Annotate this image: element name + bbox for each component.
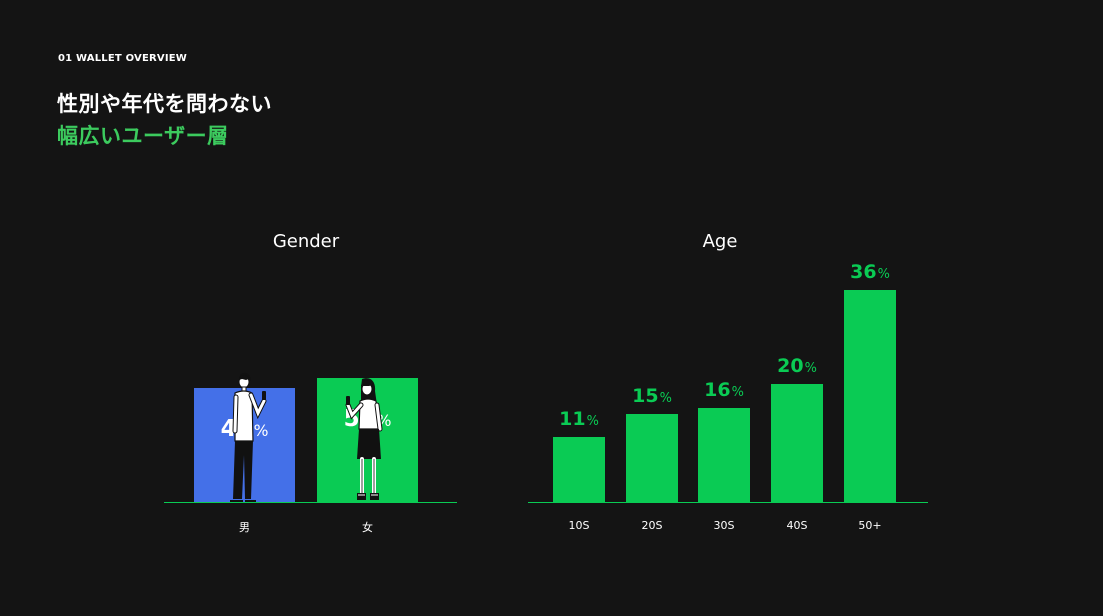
age-value-label-0-number: 11 (559, 408, 586, 431)
gender-chart-title: Gender (272, 231, 340, 252)
gender-baseline (164, 502, 457, 503)
man-with-phone-icon (230, 372, 267, 502)
page-title-line1: 性別や年代を問わない (57, 92, 272, 116)
age-value-label-3-suffix: % (804, 361, 817, 376)
age-value-label-0: 11% (559, 408, 599, 430)
age-value-label-4-number: 36 (850, 260, 877, 283)
age-chart-title: Age (702, 231, 738, 252)
age-value-label-1: 15% (632, 385, 672, 407)
age-category-label-4: 50+ (858, 519, 882, 532)
section-eyebrow: 01 WALLET OVERVIEW (58, 53, 188, 64)
age-bar-0 (553, 437, 605, 502)
age-baseline (528, 502, 928, 503)
age-value-label-3: 20% (777, 355, 817, 377)
age-value-label-4-suffix: % (877, 266, 890, 282)
woman-figure (345, 378, 383, 500)
age-value-label-1-suffix: % (659, 390, 672, 406)
age-value-label-2: 16% (704, 379, 744, 401)
man-figure (230, 372, 267, 502)
age-bar-1 (626, 413, 678, 502)
age-value-label-0-suffix: % (586, 414, 599, 430)
age-value-label-3-number: 20 (777, 355, 804, 377)
age-category-label-0: 10S (568, 519, 590, 532)
gender-value-label-0-suffix: % (253, 420, 269, 440)
age-value-label-4: 36% (850, 261, 890, 283)
age-bar-3 (771, 384, 823, 502)
gender-category-label-0: 男 (239, 521, 250, 534)
age-category-label-3: 40S (786, 519, 808, 532)
age-value-label-2-number: 16 (704, 378, 731, 401)
gender-category-label-1: 女 (362, 521, 373, 534)
age-category-label-1: 20S (641, 519, 663, 532)
age-bar-4 (844, 289, 896, 502)
age-bar-2 (698, 407, 750, 502)
age-value-label-2-suffix: % (731, 384, 744, 400)
age-category-label-2: 30S (713, 519, 735, 532)
age-value-label-1-number: 15 (632, 384, 659, 407)
page-title-line2: 幅広いユーザー層 (57, 124, 229, 148)
woman-with-phone-icon (345, 378, 383, 500)
